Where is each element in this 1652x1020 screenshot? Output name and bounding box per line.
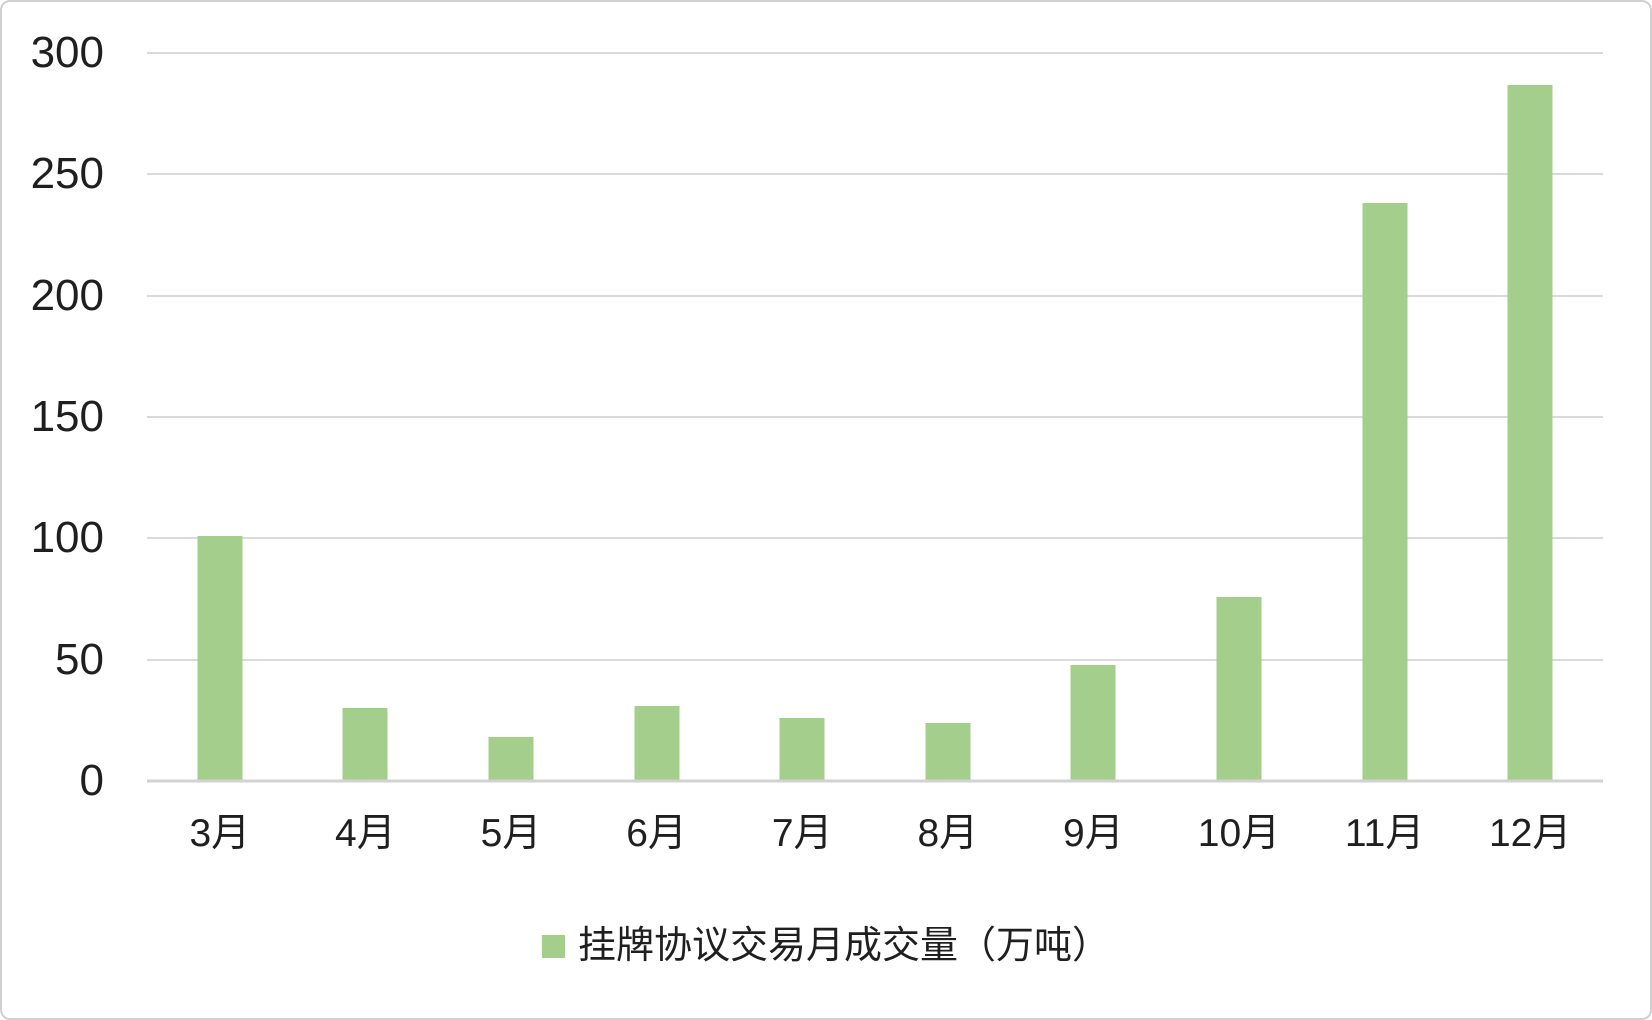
x-tick-label-4月: 4月 (335, 812, 396, 855)
bar-4月 (342, 708, 388, 781)
x-tick-label-10月: 10月 (1197, 812, 1281, 855)
y-tick-label-300: 300 (30, 28, 104, 77)
x-tick-label-7月: 7月 (771, 812, 833, 855)
y-tick-label-200: 200 (30, 270, 104, 320)
x-tick-label-11月: 11月 (1344, 812, 1425, 855)
bar-8月 (925, 722, 971, 781)
bar-5月 (488, 737, 534, 781)
gridline-150 (147, 416, 1603, 418)
x-tick-label-5月: 5月 (480, 812, 542, 855)
x-tick-label-9月: 9月 (1063, 812, 1124, 855)
x-tick-label-8月: 8月 (917, 812, 979, 855)
y-tick-label-0: 0 (79, 756, 104, 805)
bar-6月 (634, 705, 680, 781)
legend: 挂牌协议交易月成交量（万吨） (2, 923, 1650, 971)
x-tick-label-6月: 6月 (626, 812, 687, 855)
gridline-250 (147, 173, 1603, 176)
bar-3月 (197, 535, 243, 781)
y-axis: 0 50 100 150 200 250 300 (2, 31, 104, 803)
x-tick-label-3月: 3月 (189, 812, 251, 855)
y-tick-label-150: 150 (30, 392, 104, 441)
y-tick-label-250: 250 (30, 149, 104, 199)
gridline-300 (147, 52, 1603, 54)
bar-11月 (1362, 203, 1408, 781)
y-tick-label-100: 100 (30, 513, 104, 563)
gridline-200 (147, 294, 1603, 297)
plot-area (147, 52, 1603, 783)
x-axis: 3月 4月 5月 6月 7月 8月 9月 10月 11月 12月 (147, 781, 1603, 891)
y-tick-label-50: 50 (55, 634, 104, 684)
bar-9月 (1070, 664, 1116, 781)
gridline-50 (147, 658, 1603, 661)
gridline-100 (147, 537, 1603, 540)
legend-swatch-icon (541, 935, 565, 959)
bar-12月 (1507, 84, 1553, 781)
x-axis-line (147, 779, 1603, 783)
x-tick-label-12月: 12月 (1488, 812, 1572, 855)
bar-10月 (1216, 596, 1262, 781)
bar-7月 (779, 717, 825, 781)
legend-label: 挂牌协议交易月成交量（万吨） (577, 925, 1110, 967)
